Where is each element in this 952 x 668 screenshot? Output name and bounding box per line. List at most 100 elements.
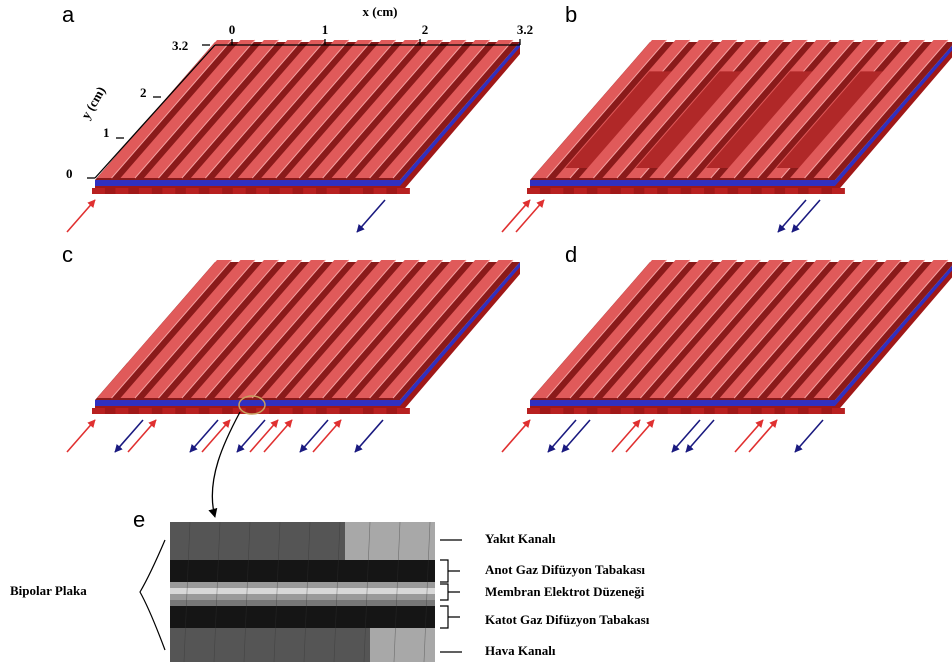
plates: [67, 40, 952, 452]
rib-foot: [738, 188, 751, 194]
outlet-arrow: [355, 420, 383, 452]
inlet-arrow: [749, 420, 777, 452]
inlet-arrow: [502, 200, 530, 232]
outlet-arrow: [686, 420, 714, 452]
rib-foot: [256, 188, 269, 194]
inlet-arrow: [735, 420, 763, 452]
rib-foot: [715, 408, 728, 414]
layer-label: Hava Kanalı: [485, 643, 556, 658]
rib-foot: [92, 188, 105, 194]
rib-foot: [644, 188, 657, 194]
rib-foot: [162, 188, 175, 194]
rib-foot: [574, 188, 587, 194]
panel-label: c: [62, 242, 73, 267]
inlet-arrow: [502, 420, 530, 452]
rib-foot: [327, 188, 340, 194]
outlet-arrow: [562, 420, 590, 452]
zoom-arrow: [212, 412, 240, 517]
x-axis-label: x (cm): [362, 4, 397, 19]
x-tick-label: 2: [422, 22, 429, 37]
inlet-arrow: [67, 420, 95, 452]
rib-foot: [668, 408, 681, 414]
rib-foot: [691, 188, 704, 194]
outlet-arrow: [300, 420, 328, 452]
rib-foot: [92, 408, 105, 414]
x-tick-label: 1: [322, 22, 329, 37]
inlet-arrow: [313, 420, 341, 452]
rib-foot: [186, 408, 199, 414]
rib-foot: [303, 188, 316, 194]
rib-foot: [350, 408, 363, 414]
layer-label: Katot Gaz Difüzyon Tabakası: [485, 612, 650, 627]
rib-foot: [550, 188, 563, 194]
rib-foot: [115, 188, 128, 194]
rib-foot: [397, 188, 410, 194]
outlet-arrow: [190, 420, 218, 452]
panel-label: d: [565, 242, 577, 267]
rib-foot: [527, 188, 540, 194]
rib-foot: [738, 408, 751, 414]
rib-foot: [209, 188, 222, 194]
rib-foot: [832, 188, 845, 194]
outlet-arrow: [792, 200, 820, 232]
rib-foot: [762, 408, 775, 414]
rib-foot: [115, 408, 128, 414]
rib-foot: [280, 408, 293, 414]
layer-label: Yakıt Kanalı: [485, 531, 556, 546]
rib-foot: [832, 408, 845, 414]
rib-foot: [527, 408, 540, 414]
rib-foot: [644, 408, 657, 414]
outlet-arrow: [672, 420, 700, 452]
rib-foot: [574, 408, 587, 414]
rib-foot: [139, 188, 152, 194]
outlet-arrow: [548, 420, 576, 452]
y-tick-label: 0: [66, 166, 73, 181]
layer-label: Anot Gaz Difüzyon Tabakası: [485, 562, 645, 577]
inlet-arrow: [516, 200, 544, 232]
rib-foot: [209, 408, 222, 414]
rib-foot: [280, 188, 293, 194]
layer-label: Membran Elektrot Düzeneği: [485, 584, 645, 599]
rib-foot: [715, 188, 728, 194]
inlet-arrow: [67, 200, 95, 232]
rib-foot: [186, 188, 199, 194]
rib-foot: [162, 408, 175, 414]
panel-label: b: [565, 2, 577, 27]
rib-foot: [597, 408, 610, 414]
cross-section: [170, 522, 435, 662]
outlet-arrow: [795, 420, 823, 452]
outlet-arrow: [357, 200, 385, 232]
inlet-arrow: [128, 420, 156, 452]
rib-foot: [374, 188, 387, 194]
outlet-arrow: [237, 420, 265, 452]
inlet-arrow: [202, 420, 230, 452]
group-label: Bipolar Plaka: [10, 583, 87, 598]
rib-foot: [374, 408, 387, 414]
rib-foot: [621, 408, 634, 414]
rib-foot: [809, 408, 822, 414]
y-tick-label: 1: [103, 125, 110, 140]
rib-foot: [139, 408, 152, 414]
outlet-arrow: [115, 420, 143, 452]
rib-foot: [233, 188, 246, 194]
rib-foot: [327, 408, 340, 414]
rib-foot: [397, 408, 410, 414]
panel-label: e: [133, 507, 145, 532]
rib-foot: [350, 188, 363, 194]
x-tick-label: 3.2: [517, 22, 533, 37]
panel-label: a: [62, 2, 75, 27]
rib-foot: [621, 188, 634, 194]
rib-foot: [762, 188, 775, 194]
y-tick-label: 2: [140, 85, 147, 100]
outlet-arrow: [778, 200, 806, 232]
rib-foot: [597, 188, 610, 194]
rib-foot: [550, 408, 563, 414]
rib-foot: [785, 188, 798, 194]
rib-foot: [691, 408, 704, 414]
y-tick-label: 3.2: [172, 38, 188, 53]
rib-foot: [303, 408, 316, 414]
inlet-arrow: [250, 420, 278, 452]
rib-foot: [809, 188, 822, 194]
inlet-arrow: [612, 420, 640, 452]
rib-foot: [785, 408, 798, 414]
